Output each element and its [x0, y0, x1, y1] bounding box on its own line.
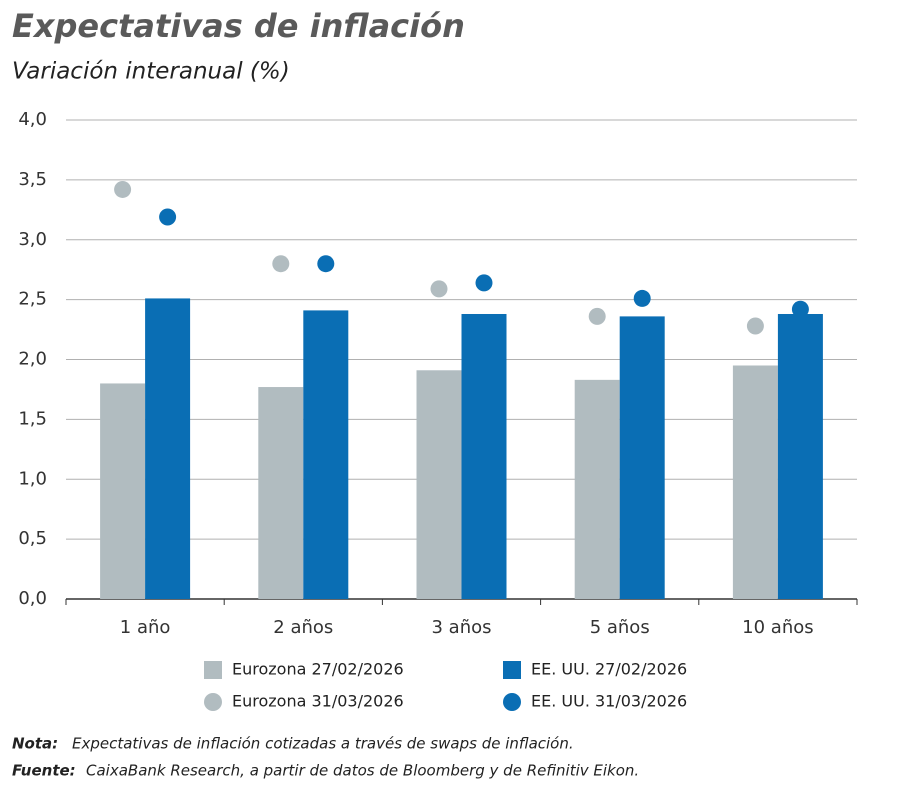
source-label: Fuente: — [12, 762, 76, 780]
legend-swatch — [204, 693, 222, 711]
dot — [746, 317, 764, 335]
dot — [791, 300, 809, 318]
legend-swatch — [204, 661, 222, 679]
y-tick-label: 3,5 — [18, 169, 47, 190]
dot — [317, 255, 335, 273]
dot — [430, 280, 448, 298]
dot — [475, 274, 493, 292]
x-tick-label: 1 año — [120, 617, 171, 638]
legend-label: Eurozona 31/03/2026 — [232, 692, 404, 711]
legend-label: EE. UU. 31/03/2026 — [531, 692, 687, 711]
y-tick-label: 4,0 — [18, 109, 47, 130]
bar — [303, 310, 349, 599]
bar — [461, 313, 507, 599]
legend-swatch — [503, 661, 521, 679]
x-tick-label: 10 años — [742, 617, 813, 638]
dot — [114, 180, 132, 198]
bar — [416, 370, 462, 599]
dot — [633, 289, 651, 307]
bar — [777, 313, 823, 599]
dot — [588, 307, 606, 325]
legend-label: Eurozona 27/02/2026 — [232, 660, 404, 679]
bar — [619, 316, 665, 599]
bar — [732, 365, 778, 599]
bar — [100, 383, 146, 599]
chart-title: Expectativas de inflación — [12, 7, 465, 45]
y-tick-label: 1,0 — [18, 468, 47, 489]
y-tick-label: 1,5 — [18, 408, 47, 429]
legend-label: EE. UU. 27/02/2026 — [531, 660, 687, 679]
bar — [574, 379, 620, 599]
x-tick-label: 2 años — [273, 617, 333, 638]
bar — [258, 387, 304, 599]
x-tick-label: 3 años — [431, 617, 491, 638]
dot — [159, 208, 177, 226]
dot — [272, 255, 290, 273]
bar — [145, 298, 191, 599]
legend-swatch — [503, 693, 521, 711]
y-tick-label: 0,5 — [18, 528, 47, 549]
y-tick-label: 3,0 — [18, 229, 47, 250]
x-tick-label: 5 años — [590, 617, 650, 638]
y-tick-label: 0,0 — [18, 588, 47, 609]
y-tick-label: 2,0 — [18, 349, 47, 370]
chart-subtitle: Variación interanual (%) — [12, 59, 290, 85]
note-label: Nota: — [12, 735, 58, 753]
y-tick-label: 2,5 — [18, 289, 47, 310]
note: Expectativas de inflación cotizadas a tr… — [72, 735, 574, 753]
source: CaixaBank Research, a partir de datos de… — [86, 762, 639, 780]
